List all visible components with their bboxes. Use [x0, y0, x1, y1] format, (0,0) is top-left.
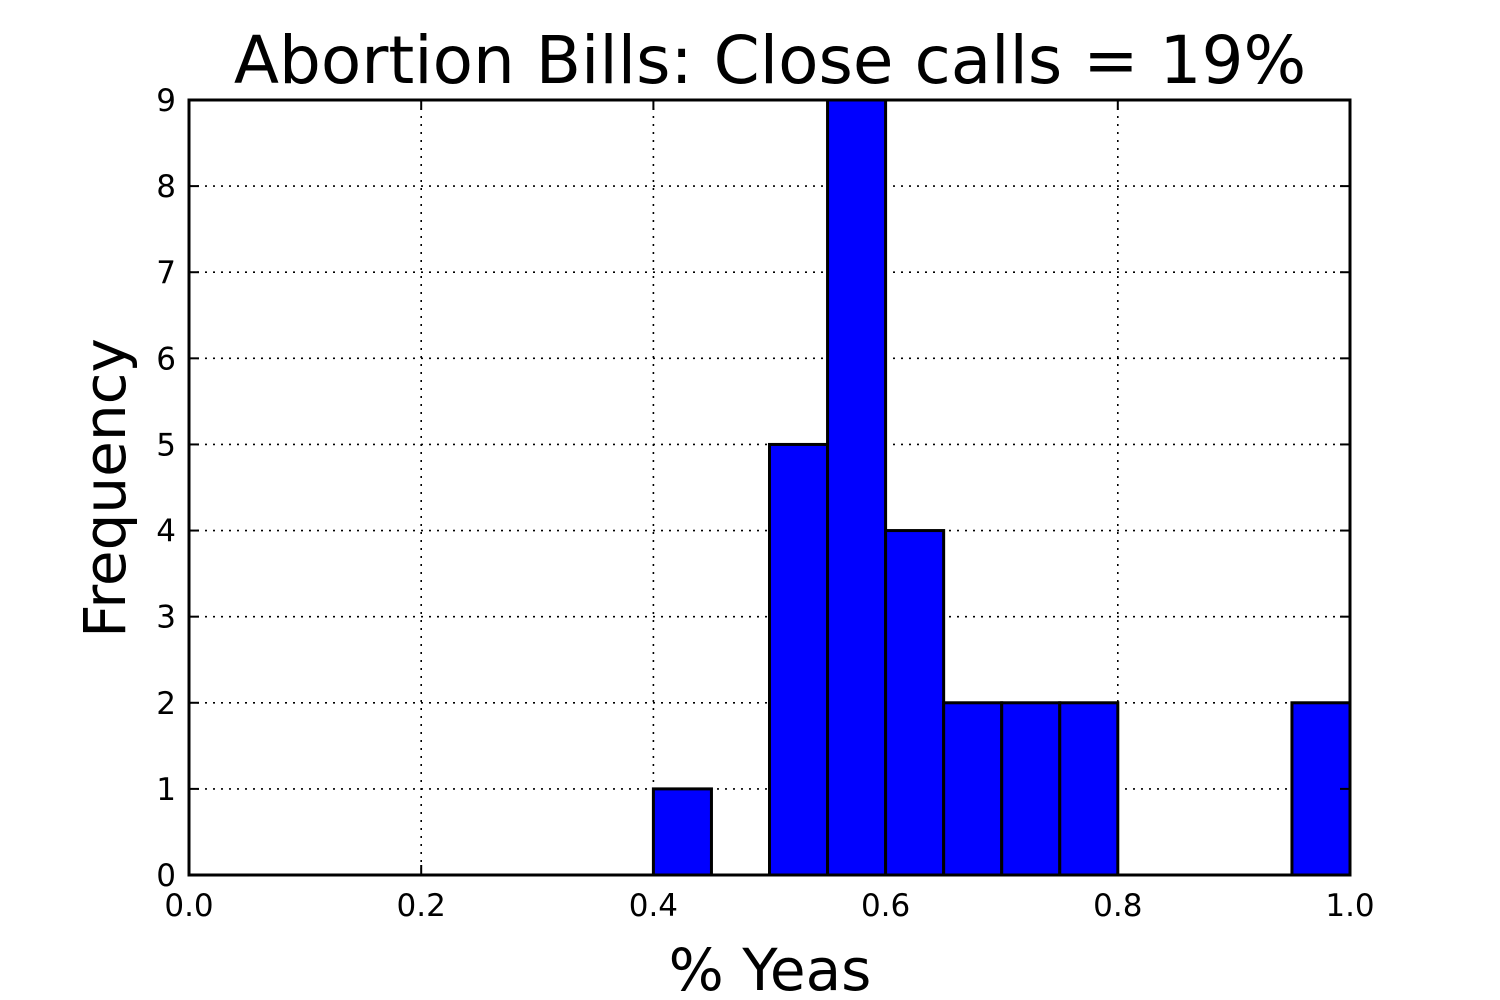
- y-tick-label: 1: [156, 772, 176, 808]
- y-tick-label: 3: [156, 600, 176, 636]
- histogram-bar: [942, 701, 1004, 877]
- y-tick-labels: 0 1 2 3 4 5 6 7 8 9: [156, 83, 176, 894]
- x-tick-label: 0.8: [1093, 888, 1142, 924]
- histogram-bar: [1058, 701, 1120, 877]
- plot-frame: [187, 98, 1352, 877]
- y-tick-label: 6: [156, 341, 176, 377]
- histogram-bar: [1000, 701, 1062, 877]
- x-tick-label: 1.0: [1325, 888, 1374, 924]
- histogram-bar: [884, 529, 946, 877]
- y-axis-label: Frequency: [71, 338, 139, 638]
- chart-title: Abortion Bills: Close calls = 19%: [234, 22, 1306, 99]
- y-tick-label: 0: [156, 858, 176, 894]
- y-tick-label: 7: [156, 255, 176, 291]
- x-tick-label: 0.6: [861, 888, 910, 924]
- x-tick-label: 0.0: [164, 888, 213, 924]
- x-axis-label: % Yeas: [669, 936, 872, 1000]
- bars: [187, 98, 1352, 877]
- y-tick-label: 4: [156, 514, 176, 550]
- histogram-bar: [768, 442, 830, 877]
- x-tick-label: 0.4: [629, 888, 678, 924]
- y-tick-label: 2: [156, 686, 176, 722]
- histogram-bar: [826, 98, 888, 877]
- histogram-bar: [651, 787, 713, 877]
- y-tick-label: 8: [156, 169, 176, 205]
- y-tick-label: 9: [156, 83, 176, 119]
- tick-marks: [188, 99, 1351, 876]
- y-tick-label: 5: [156, 427, 176, 463]
- x-tick-labels: 0.0 0.2 0.4 0.6 0.8 1.0: [164, 888, 1374, 924]
- x-tick-label: 0.2: [397, 888, 446, 924]
